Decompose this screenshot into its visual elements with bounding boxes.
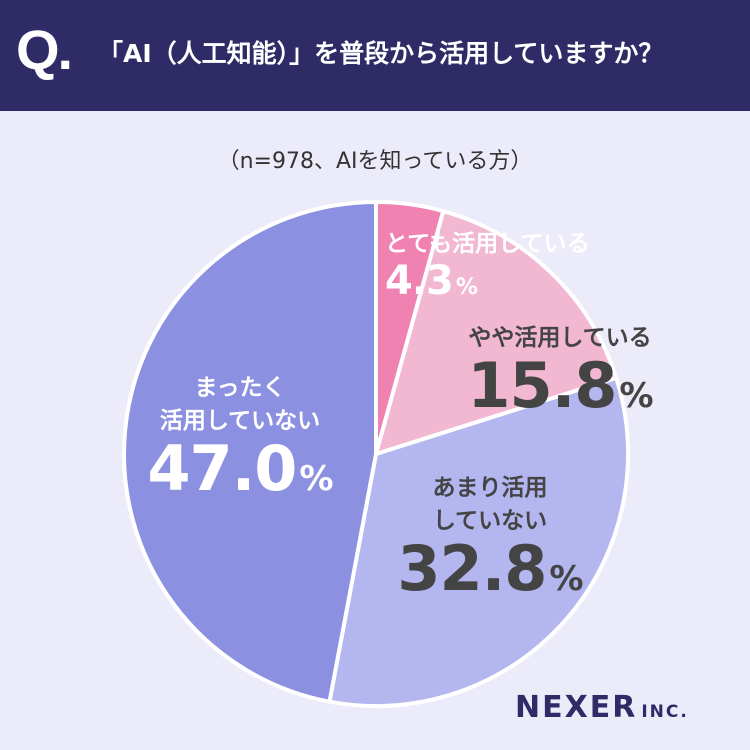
slice-category-line: 活用していない [159,408,321,434]
q-mark: Q. [16,18,73,81]
slice-value-number: 47.0 [147,432,297,505]
slice-value: 4.3% [385,261,585,301]
percent-sign: % [619,376,653,416]
slice-label-2: やや活用している 15.8% [440,322,680,417]
sample-note: （n=978、AIを知っている方） [217,149,533,174]
percent-sign: % [299,459,333,499]
pie-slice-4 [122,200,378,704]
nexer-logo: NEXER INC. [515,690,689,725]
pie-slice-3 [327,375,630,708]
question-header: Q. 「AI（人工知能）」を普段から活用していますか？ [0,0,750,111]
question-text: 「AI（人工知能）」を普段から活用していますか？ [98,39,664,68]
slice-value-number: 15.8 [467,349,617,422]
slice-value-number: 32.8 [397,532,547,605]
slice-category-line: あまり活用 [432,475,548,501]
slice-value: 15.8% [440,355,680,417]
percent-sign: % [549,559,583,599]
slice-value: 47.0% [140,438,340,500]
logo-suffix: INC. [641,702,689,722]
logo-name: NEXER [515,690,638,725]
slice-value: 32.8% [380,538,600,600]
slice-category-line: まったく [194,375,286,401]
slice-label-1: とても活用している 4.3% [385,228,590,301]
percent-sign: % [455,275,478,300]
slice-label-4: まったく活用していない 47.0% [140,372,340,500]
slice-category-line: やや活用している [468,325,652,351]
slice-value-number: 4.3 [385,258,454,304]
slice-label-3: あまり活用していない 32.8% [380,472,600,600]
pie-slice-2 [374,209,619,456]
slice-category-line: とても活用している [385,231,590,257]
slice-category-line: していない [432,508,548,534]
